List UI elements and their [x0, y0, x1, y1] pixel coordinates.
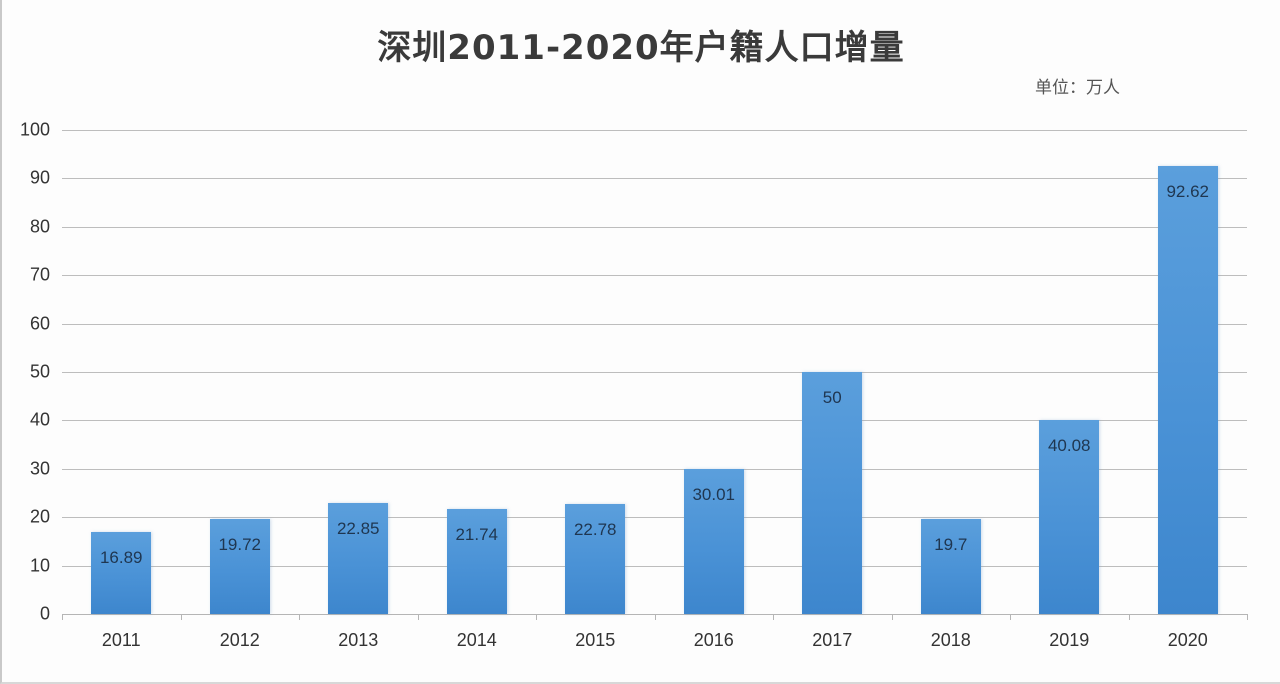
x-tick-mark: [1247, 614, 1248, 620]
bar-value-label: 50: [822, 388, 842, 407]
y-tick-label: 70: [29, 264, 50, 285]
gridline: [62, 226, 1247, 228]
bar-value-label: 22.85: [336, 519, 380, 539]
y-tick-label: 80: [29, 216, 50, 237]
x-tick-label: 2012: [219, 630, 260, 650]
gridline: [62, 323, 1247, 325]
x-tick-mark: [1128, 614, 1130, 620]
bar-value-label: 19.72: [218, 534, 262, 554]
y-tick-label: 30: [29, 458, 50, 479]
bar-value-label: 19.7: [934, 534, 968, 554]
gridline: [62, 275, 1247, 277]
unit-label: 单位：万人: [1035, 78, 1120, 98]
bar-2014: 21.74: [446, 508, 507, 614]
gridline: [62, 420, 1247, 422]
x-tick-mark: [180, 614, 182, 620]
x-tick-label: 2017: [812, 630, 853, 650]
x-tick-label: 2015: [575, 630, 616, 650]
bar-value-label: 40.08: [1047, 436, 1091, 455]
y-tick-label: 100: [19, 119, 50, 140]
gridline: [62, 517, 1247, 519]
y-tick-label: 0: [39, 603, 50, 624]
x-tick-label: 2013: [338, 630, 379, 650]
plot-area: 0 10 20 30 40 50 60 70 80 90 100 16.89 2011 19.72 2012…: [20, 120, 1248, 650]
bar-2018: 19.7: [920, 518, 981, 614]
gridline: [62, 565, 1247, 567]
gridline: [62, 372, 1247, 373]
gridline: [62, 130, 1247, 131]
y-tick-label: 60: [29, 313, 50, 334]
y-tick-label: 10: [29, 555, 50, 576]
x-tick-mark: [1010, 614, 1011, 620]
bar-2019: 40.08: [1039, 420, 1100, 614]
gridline: [62, 468, 1247, 470]
x-tick-label: 2019: [1049, 630, 1090, 650]
x-tick-mark: [654, 614, 656, 620]
x-tick-mark: [891, 614, 893, 620]
bar-value-label: 22.78: [573, 519, 617, 539]
x-tick-label: 2014: [456, 630, 497, 650]
gridline: [62, 178, 1247, 180]
y-tick-label: 40: [29, 409, 50, 430]
bar-value-label: 16.89: [99, 548, 143, 568]
chart-title: 深圳2011-2020年户籍人口增量: [377, 28, 905, 68]
bar-2011: 16.89: [91, 532, 152, 614]
bar-2016: 30.01: [683, 468, 744, 614]
bar-value-label: 30.01: [692, 484, 736, 504]
x-tick-label: 2011: [101, 630, 141, 650]
bar-2015: 22.78: [565, 503, 626, 614]
bar-value-label: 21.74: [455, 524, 499, 544]
bar-2013: 22.85: [328, 503, 389, 614]
bar-2012: 19.72: [209, 518, 270, 614]
x-tick-mark: [62, 614, 63, 620]
bar-2017: 50: [802, 372, 863, 614]
y-tick-label: 50: [29, 361, 50, 382]
bar-value-label: 92.62: [1166, 181, 1210, 201]
x-tick-label: 2020: [1167, 630, 1208, 650]
x-tick-mark: [299, 614, 300, 620]
y-tick-label: 20: [29, 506, 50, 527]
x-tick-label: 2016: [693, 630, 734, 650]
bar-2020: 92.62: [1157, 165, 1218, 614]
x-tick-mark: [773, 614, 774, 620]
x-tick-mark: [536, 614, 537, 620]
x-tick-mark: [417, 614, 419, 620]
y-tick-label: 90: [29, 167, 50, 188]
x-tick-label: 2018: [930, 630, 971, 650]
